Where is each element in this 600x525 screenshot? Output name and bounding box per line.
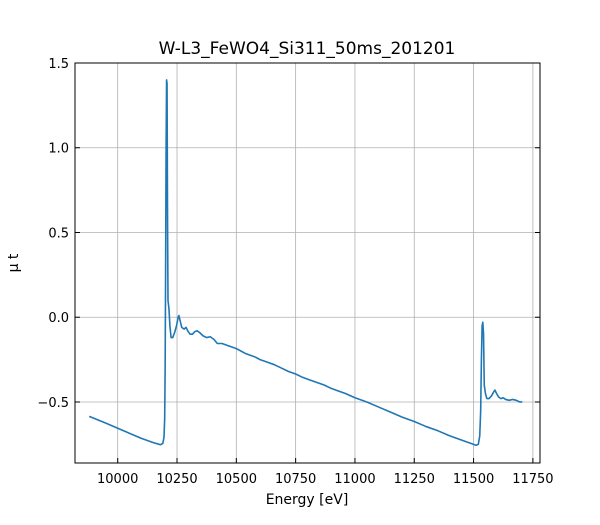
- x-tick-label: 11500: [453, 472, 494, 487]
- line-layer: [88, 79, 523, 446]
- y-tick-label: −0.5: [37, 396, 69, 411]
- x-tick-label: 10250: [156, 472, 197, 487]
- x-tick-label: 11250: [394, 472, 435, 487]
- y-tick-label: 1.0: [48, 142, 69, 157]
- x-tick-label: 10000: [97, 472, 138, 487]
- y-tick-label: 0.5: [48, 226, 69, 241]
- x-tick-label: 11000: [334, 472, 375, 487]
- chart-title: W-L3_FeWO4_Si311_50ms_201201: [159, 39, 456, 59]
- plot-frame: [74, 62, 541, 464]
- y-axis-label: μ t: [6, 253, 22, 272]
- grid-layer: [75, 62, 540, 463]
- tick-layer: 10000 10250 10500 10750 11000 11250 11500 11750…: [37, 57, 553, 487]
- series-line: [88, 79, 523, 446]
- y-tick-label: 1.5: [48, 57, 69, 72]
- x-tick-label: 10500: [216, 472, 257, 487]
- x-axis-label: Energy [eV]: [266, 492, 349, 508]
- y-tick-label: 0.0: [48, 311, 69, 326]
- x-tick-label: 10750: [275, 472, 316, 487]
- x-tick-label: 11750: [512, 472, 553, 487]
